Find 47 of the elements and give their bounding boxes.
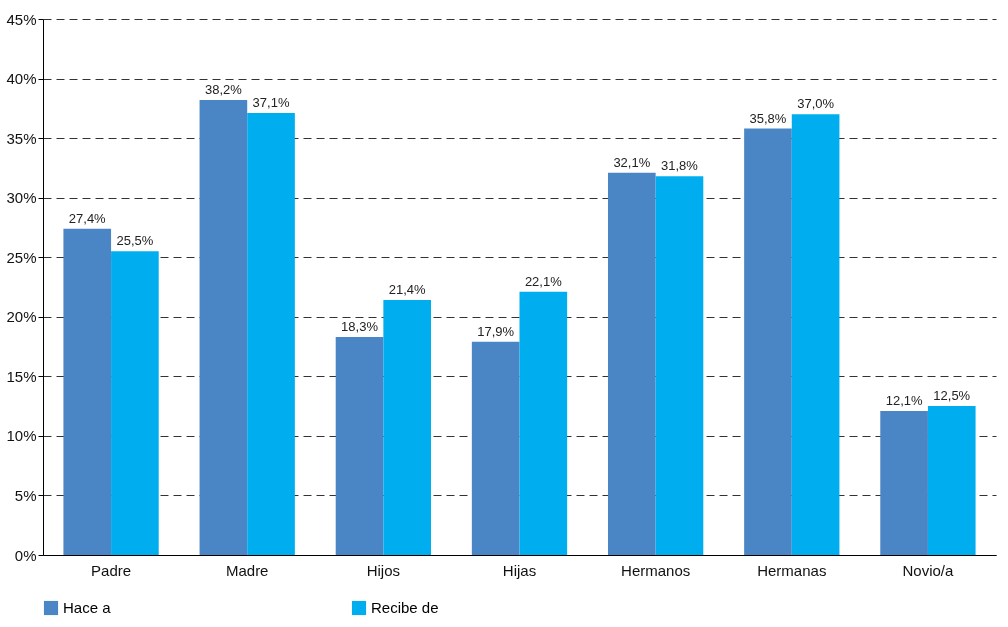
x-tick-label: Hermanos — [621, 561, 691, 579]
y-tick-label: 45% — [6, 10, 37, 28]
y-tick-label: 40% — [6, 70, 37, 88]
data-label: 21,4% — [388, 282, 427, 298]
data-label: 12,5% — [933, 388, 971, 404]
data-label: 37,0% — [797, 96, 835, 112]
bar — [111, 251, 159, 555]
bar — [791, 114, 840, 555]
y-tick-label: 5% — [14, 486, 37, 504]
bar — [655, 176, 704, 555]
data-label: 12,1% — [885, 392, 923, 408]
bar — [519, 291, 568, 555]
bar — [927, 406, 976, 555]
bar — [199, 100, 248, 555]
bar — [471, 341, 520, 555]
y-tick-label: 10% — [6, 427, 37, 445]
data-label: 38,2% — [204, 82, 243, 97]
x-tick-label: Madre — [225, 561, 269, 579]
data-label: 17,9% — [477, 323, 515, 339]
x-tick-label: Hijos — [366, 561, 401, 579]
bar — [880, 410, 928, 555]
data-label: 22,1% — [524, 273, 563, 289]
legend-label: Hace a — [63, 599, 112, 616]
bar — [247, 113, 295, 555]
data-label: 37,1% — [252, 95, 290, 111]
y-tick-label: 0% — [14, 546, 37, 564]
data-label: 27,4% — [68, 210, 107, 226]
data-label: 31,8% — [661, 158, 699, 174]
y-tick-label: 25% — [6, 248, 37, 266]
x-tick-label: Hijas — [502, 561, 537, 579]
x-tick-label: Novio/a — [902, 561, 955, 579]
x-tick-label: Padre — [91, 561, 132, 579]
bar — [335, 337, 384, 555]
x-tick-label: Hermanas — [757, 561, 827, 579]
data-label: 25,5% — [116, 233, 154, 249]
y-tick-label: 20% — [6, 308, 37, 326]
y-tick-label: 35% — [6, 129, 37, 147]
data-label: 32,1% — [613, 154, 651, 170]
y-tick-label: 30% — [6, 189, 37, 207]
y-tick-label: 15% — [6, 367, 37, 385]
data-label: 35,8% — [749, 110, 787, 126]
bar — [744, 128, 792, 555]
bar — [63, 228, 112, 555]
bar — [383, 300, 432, 555]
data-label: 18,3% — [341, 319, 379, 335]
legend-label: Recibe de — [371, 599, 439, 616]
bar — [607, 172, 656, 555]
